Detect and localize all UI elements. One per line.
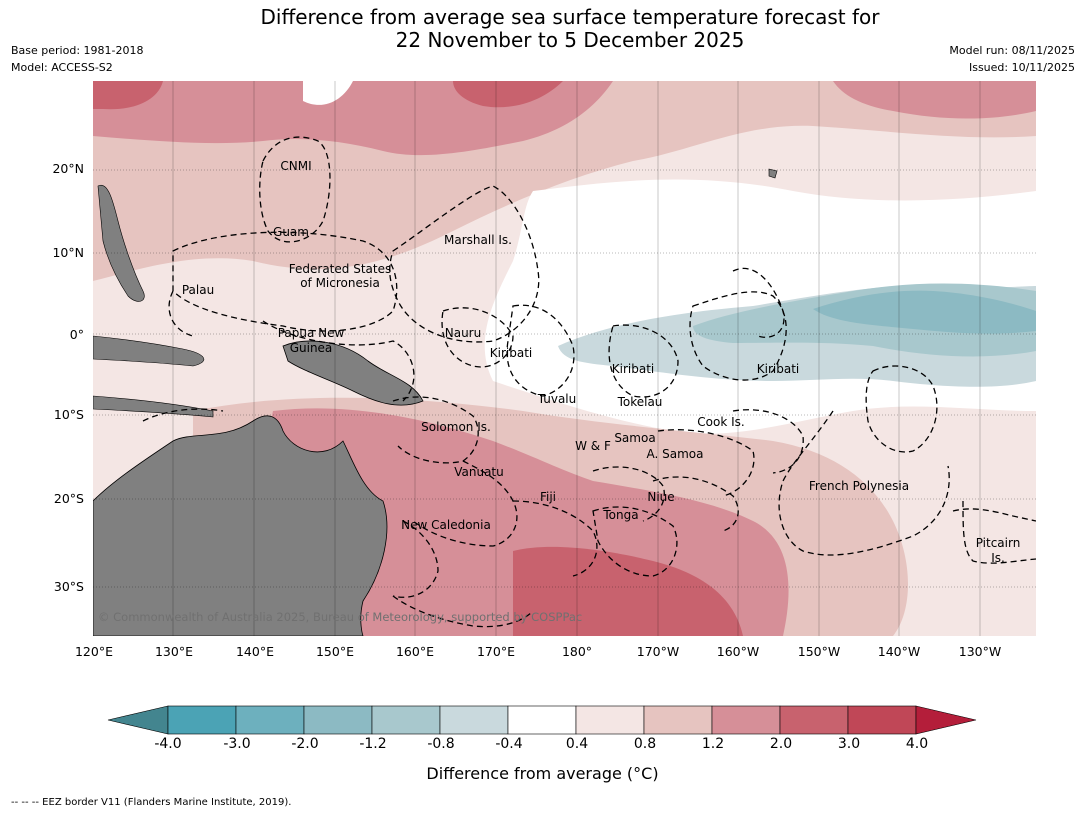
x-tick-label: 140°E: [235, 644, 274, 659]
map: CNMI Guam Marshall Is. Federated States …: [93, 81, 1036, 636]
indonesia-land: [93, 335, 214, 418]
colorbar-label: 0.4: [565, 736, 589, 752]
colorbar-label: 0.8: [633, 736, 657, 752]
map-label-marshall: Marshall Is.: [444, 233, 512, 247]
colorbar-title: Difference from average (°C): [426, 764, 659, 783]
colorbar-label: -0.4: [495, 736, 523, 752]
colorbar-segment: [371, 705, 441, 735]
grid: [172, 81, 981, 636]
map-label-solomon: Solomon Is.: [421, 420, 491, 434]
map-label-nauru: Nauru: [445, 326, 481, 340]
title-line-1: Difference from average sea surface temp…: [260, 5, 880, 29]
x-tick-label: 160°W: [716, 644, 760, 659]
y-tick-label: 20°S: [53, 491, 84, 506]
map-label-samoa: Samoa: [614, 431, 655, 445]
map-label-png-1: Papua New: [278, 326, 345, 340]
x-tick-label: 170°E: [476, 644, 515, 659]
colorbar-extend-low: [107, 705, 169, 735]
colorbar-label: -2.0: [291, 736, 319, 752]
x-tick-label: 170°W: [636, 644, 680, 659]
model-name: Model: ACCESS-S2: [11, 61, 113, 74]
y-tick-label: 0°: [69, 327, 84, 342]
map-label-tonga: Tonga: [602, 508, 638, 522]
x-tick-label: 150°W: [797, 644, 841, 659]
map-label-kiribati-3: Kiribati: [757, 362, 799, 376]
sst-zone-north-strong-2: [833, 81, 1036, 119]
sst-zone-south-strongest: [513, 546, 743, 636]
chart-title: Difference from average sea surface temp…: [0, 6, 1085, 52]
map-label-kiribati-2: Kiribati: [612, 362, 654, 376]
colorbar-segment: [643, 705, 713, 735]
model-run: Model run: 08/11/2025: [949, 44, 1075, 57]
philippines-land: [97, 184, 145, 302]
map-label-palau: Palau: [182, 283, 214, 297]
x-tick-label: 140°W: [877, 644, 921, 659]
map-label-fsm-2: of Micronesia: [300, 276, 380, 290]
map-label-png-2: Guinea: [290, 341, 333, 355]
map-label-french-polynesia: French Polynesia: [809, 479, 909, 493]
x-tick-label: 160°E: [395, 644, 434, 659]
map-label-asamoa: A. Samoa: [647, 447, 704, 461]
map-label-kiribati-1: Kiribati: [490, 346, 532, 360]
x-tick-label: 150°E: [315, 644, 354, 659]
colorbar-segment: [167, 705, 237, 735]
y-tick-label: 20°N: [52, 161, 84, 176]
colorbar-segment: [847, 705, 917, 735]
colorbar-segment: [303, 705, 373, 735]
map-label-pitcairn-2: Is.: [991, 551, 1005, 565]
map-label-wf: W & F: [575, 439, 611, 453]
colorbar-segment: [711, 705, 781, 735]
colorbar-segment: [575, 705, 645, 735]
map-label-new-caledonia: New Caledonia: [401, 518, 491, 532]
map-label-pitcairn-1: Pitcairn: [976, 536, 1021, 550]
map-label-guam: Guam: [273, 225, 309, 239]
map-label-vanuatu: Vanuatu: [454, 465, 504, 479]
hawaii-land: [768, 168, 778, 179]
colorbar-label: 4.0: [905, 736, 929, 752]
colorbar-segment: [507, 705, 577, 735]
colorbar-label: 1.2: [701, 736, 725, 752]
map-label-tokelau: Tokelau: [617, 395, 663, 409]
copyright-notice: © Commonwealth of Australia 2025, Bureau…: [98, 610, 582, 624]
colorbar-label: -1.2: [359, 736, 387, 752]
map-label-niue: Niue: [647, 490, 674, 504]
colorbar-label: 3.0: [837, 736, 861, 752]
map-label-cnmi: CNMI: [280, 159, 311, 173]
colorbar-segment: [779, 705, 849, 735]
eez-borders: [142, 136, 1036, 628]
map-label-cook: Cook Is.: [697, 415, 744, 429]
title-line-2: 22 November to 5 December 2025: [395, 28, 745, 52]
map-label-fsm-1: Federated States: [289, 262, 391, 276]
eez-legend-note: -- -- -- EEZ border V11 (Flanders Marine…: [11, 797, 292, 808]
australia-land: [93, 415, 388, 636]
map-label-tuvalu: Tuvalu: [537, 392, 577, 406]
x-tick-label: 180°: [561, 644, 593, 659]
x-tick-label: 130°E: [154, 644, 193, 659]
new-guinea-land: [282, 340, 424, 406]
grid-lat: [93, 169, 1036, 588]
colorbar-segment: [439, 705, 509, 735]
colorbar-label: 2.0: [769, 736, 793, 752]
colorbar-segment: [235, 705, 305, 735]
sst-zone-cool-strong: [813, 290, 1036, 334]
y-tick-label: 10°N: [52, 245, 84, 260]
y-tick-label: 10°S: [53, 407, 84, 422]
base-period: Base period: 1981-2018: [11, 44, 144, 57]
y-tick-label: 30°S: [53, 579, 84, 594]
sst-zone-north-strongest: [93, 81, 563, 110]
issued-date: Issued: 10/11/2025: [968, 61, 1075, 74]
colorbar-label: -0.8: [427, 736, 455, 752]
meta-right: Model run: 08/11/2025 Issued: 10/11/2025: [949, 42, 1075, 76]
meta-left: Base period: 1981-2018 Model: ACCESS-S2: [11, 42, 143, 76]
x-tick-label: 130°W: [958, 644, 1002, 659]
colorbar-label: -4.0: [154, 736, 182, 752]
colorbar-label: -3.0: [223, 736, 251, 752]
colorbar-extend-high: [915, 705, 977, 735]
colorbar: [107, 705, 977, 735]
x-tick-label: 120°E: [74, 644, 113, 659]
map-label-fiji: Fiji: [540, 490, 556, 504]
